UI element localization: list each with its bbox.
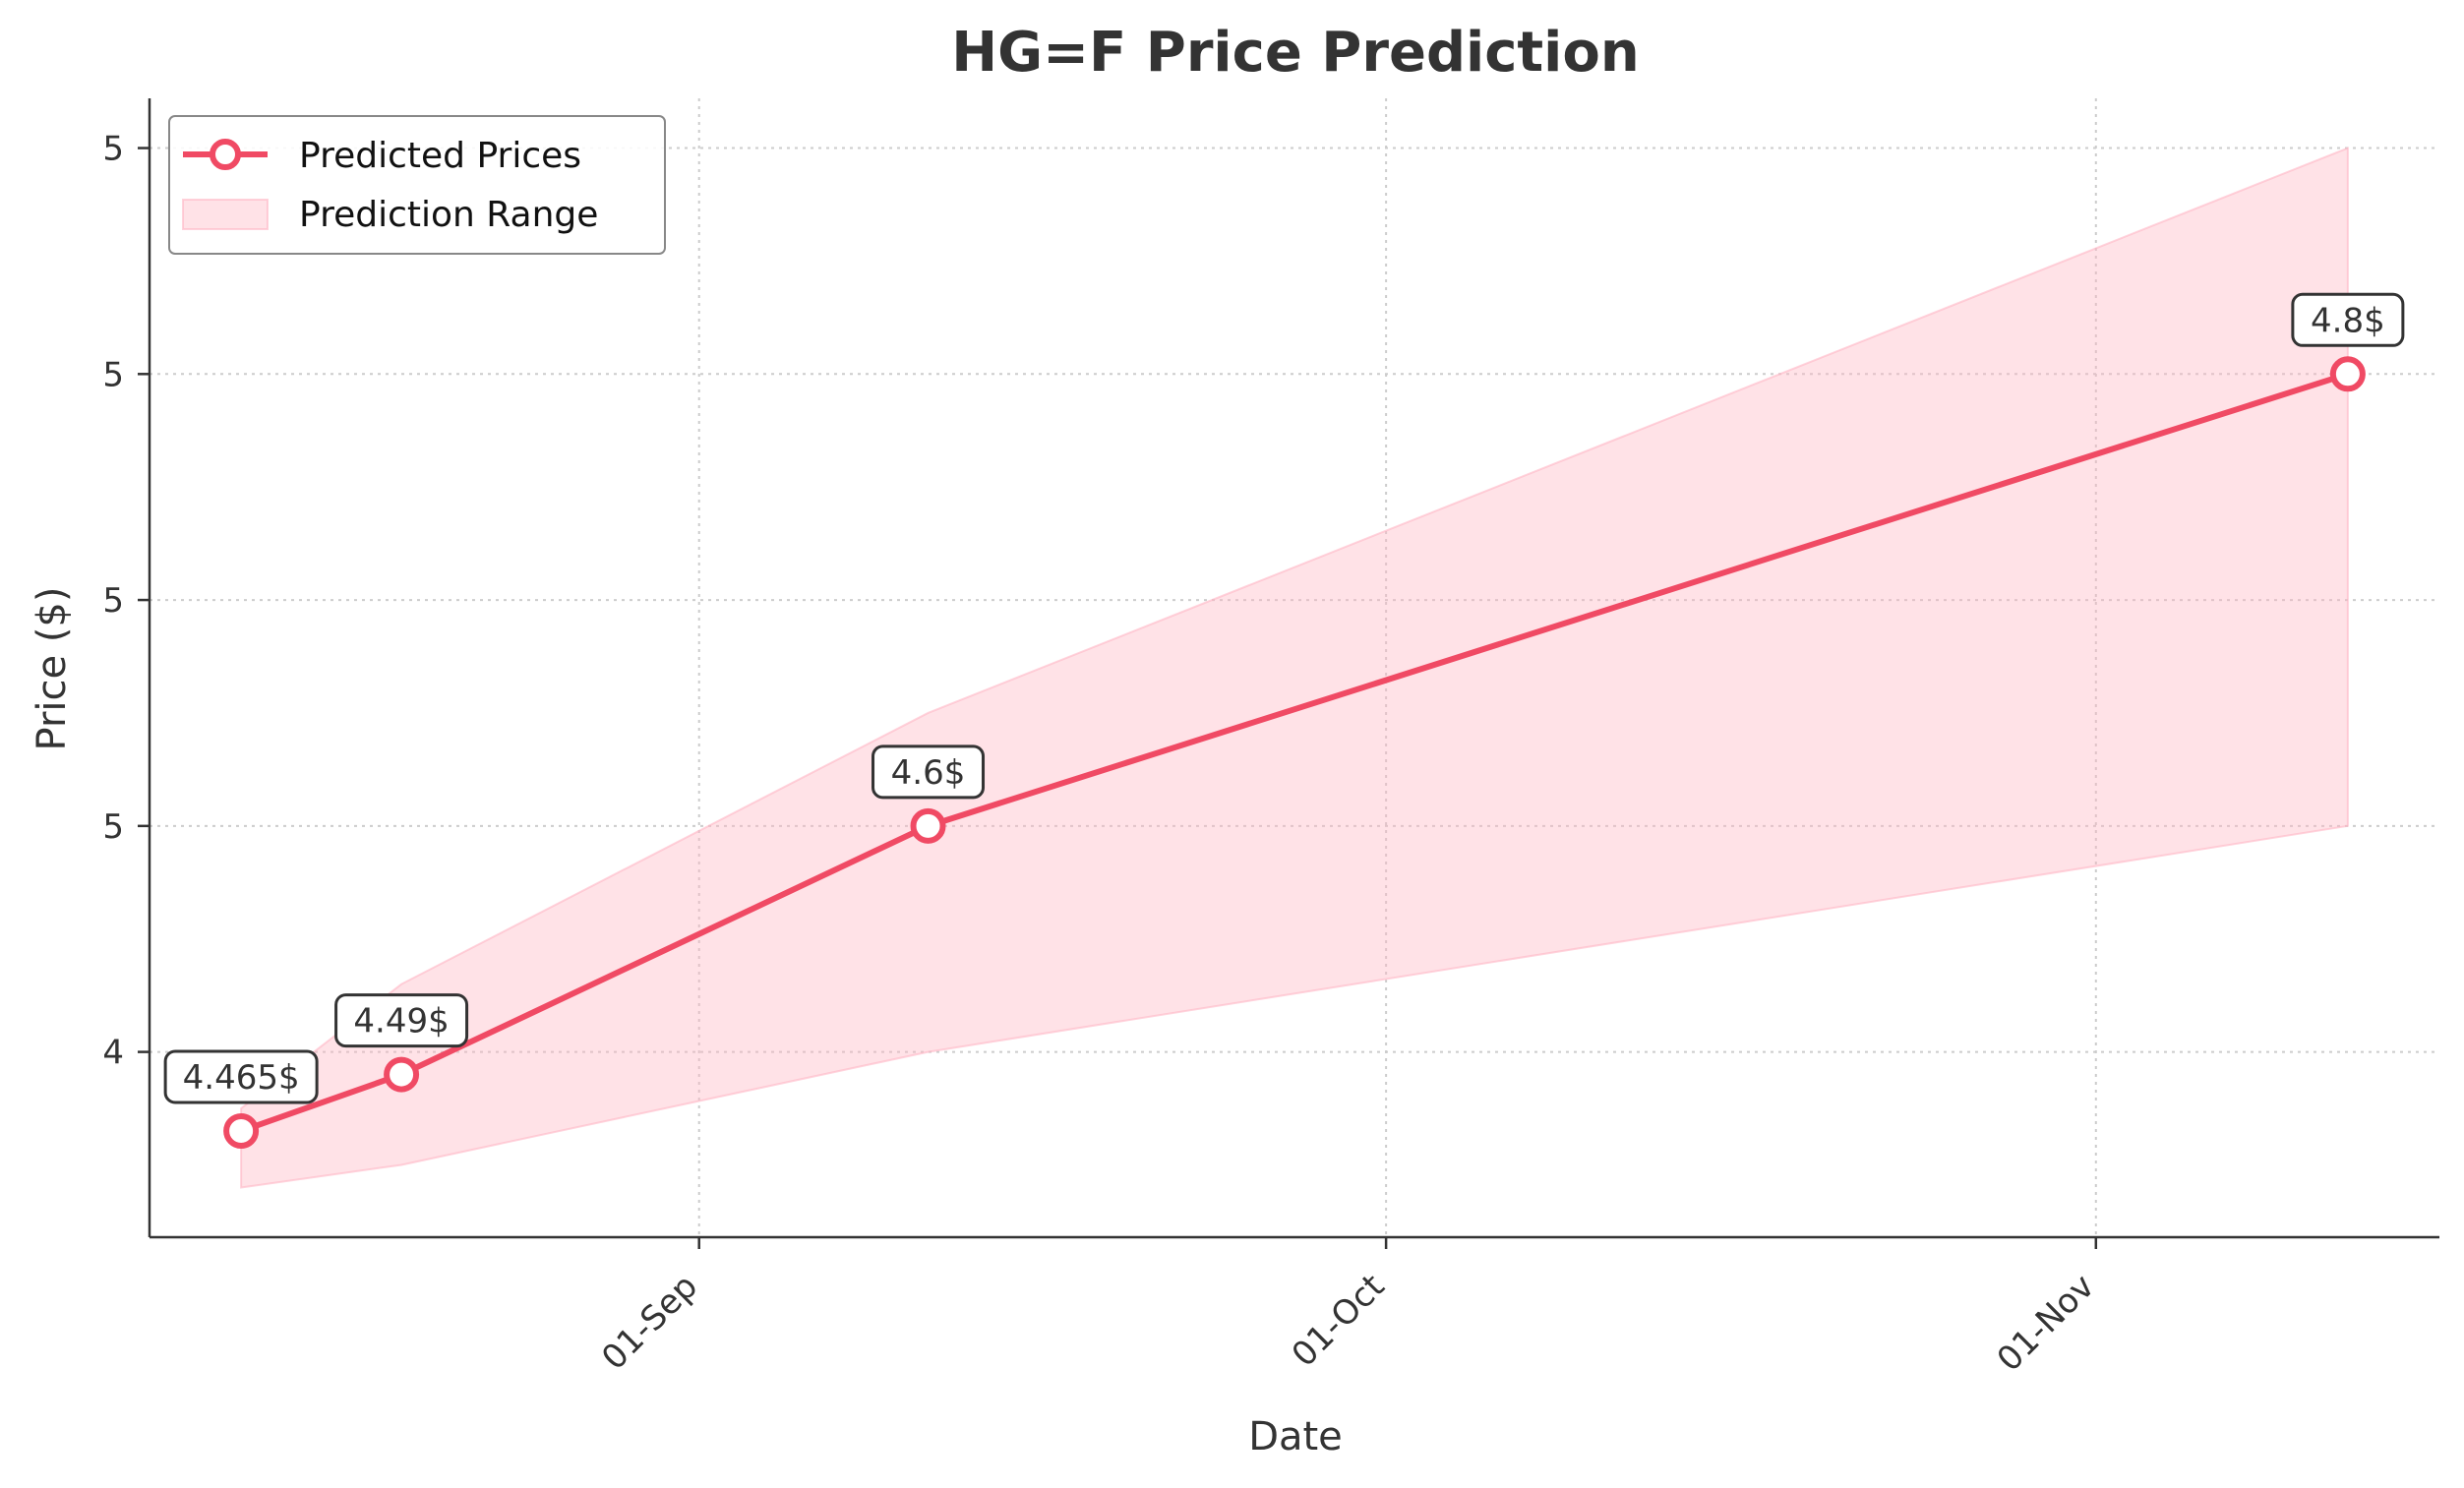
y-tick-label: 5 <box>102 130 124 169</box>
x-tick-label: 01-Oct <box>1285 1267 1393 1375</box>
predicted-price-point <box>2329 356 2366 392</box>
x-axis-label: Date <box>1248 1414 1343 1459</box>
legend-box <box>168 115 666 255</box>
data-label: 4.6$ <box>891 753 966 793</box>
data-label: 4.465$ <box>183 1058 300 1098</box>
legend-entry-predicted: Predicted Prices <box>299 136 581 176</box>
legend: Predicted Prices Prediction Range <box>168 115 666 255</box>
data-label-box <box>871 744 986 800</box>
x-ticks: 01-Sep 01-Oct 01-Nov <box>594 1237 2102 1380</box>
predicted-price-point <box>223 1113 260 1150</box>
data-label: 4.49$ <box>353 1002 449 1042</box>
prediction-range-area <box>240 147 2349 1189</box>
chart-title: HG=F Price Prediction <box>951 21 1639 85</box>
axes <box>148 98 2439 1239</box>
data-labels: 4.465$ 4.49$ 4.6$ 4.8$ <box>163 292 2405 1104</box>
predicted-price-point <box>910 807 946 844</box>
predicted-prices-series <box>223 356 2366 1150</box>
legend-entry-range: Prediction Range <box>299 195 598 235</box>
legend-circle-marker <box>210 139 241 170</box>
x-tick-label: 01-Sep <box>594 1267 705 1378</box>
y-ticks: 4 5 5 5 5 <box>102 130 150 1073</box>
predicted-prices-line <box>240 371 2349 1134</box>
prediction-range-band <box>240 147 2349 1189</box>
y-tick-label: 5 <box>102 807 124 847</box>
data-label-box <box>334 993 469 1048</box>
data-label: 4.8$ <box>2311 301 2385 340</box>
predicted-price-point <box>384 1056 420 1093</box>
data-label-box <box>163 1049 319 1104</box>
y-tick-label: 4 <box>102 1034 124 1073</box>
grid <box>150 98 2439 1237</box>
y-axis-label: Price ($) <box>30 587 75 751</box>
y-tick-label: 5 <box>102 355 124 394</box>
legend-band-swatch <box>182 199 269 230</box>
data-label-box <box>2291 292 2405 347</box>
x-tick-label: 01-Nov <box>1990 1267 2102 1379</box>
y-tick-label: 5 <box>102 581 124 621</box>
